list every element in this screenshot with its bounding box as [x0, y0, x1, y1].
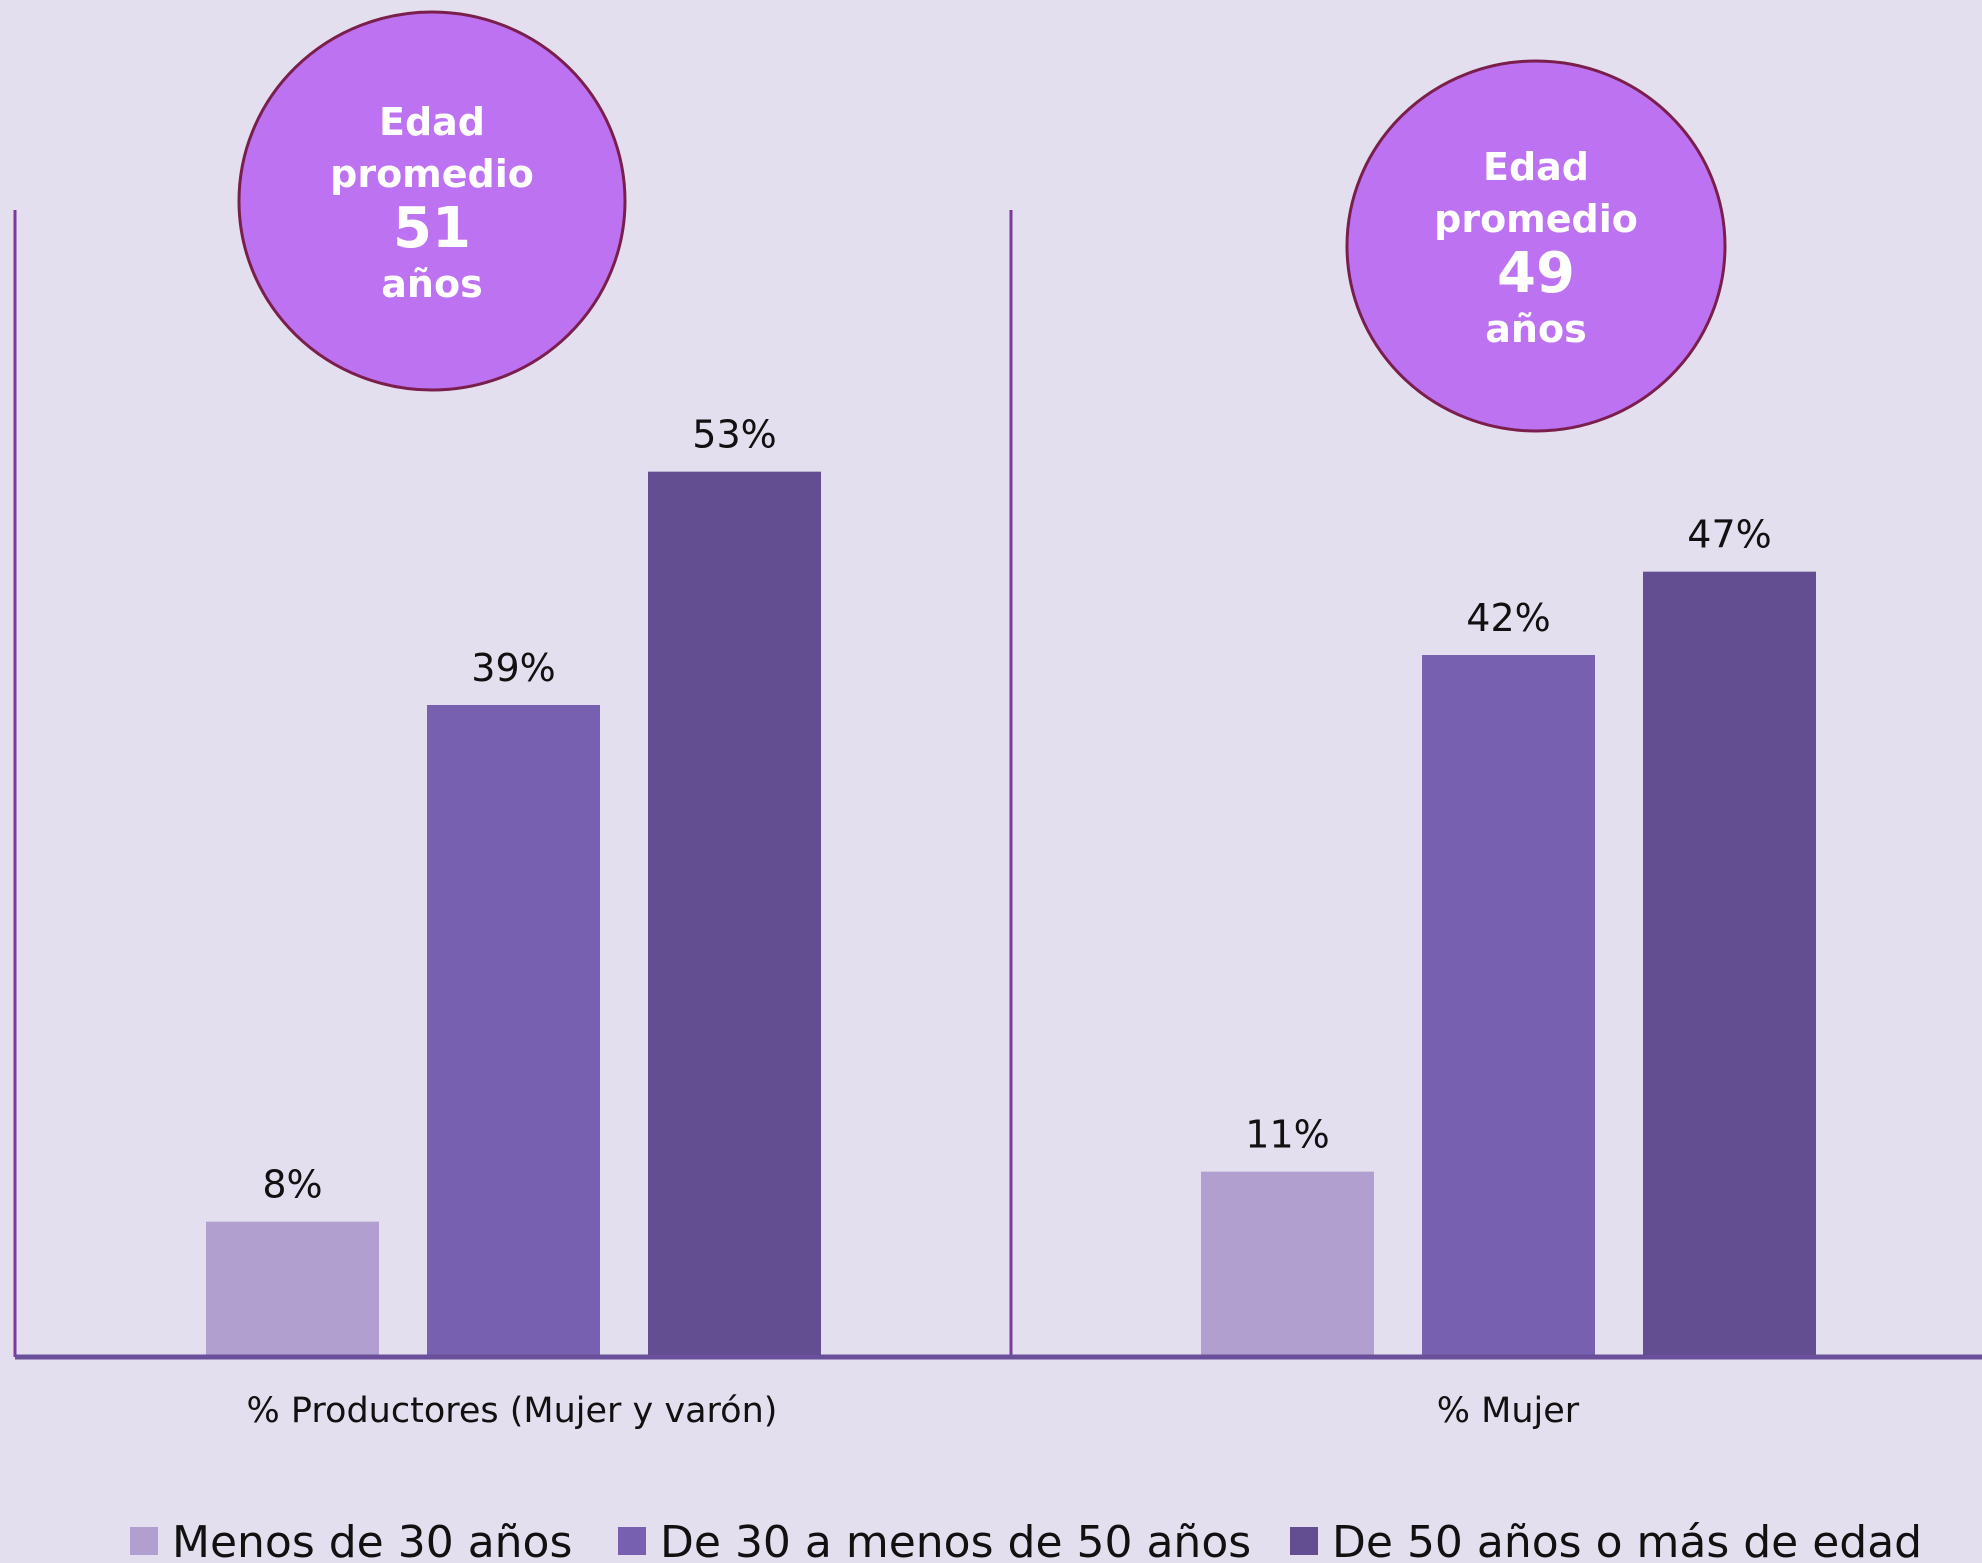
bar-1-2 — [427, 705, 600, 1355]
data-label-1-2: 39% — [471, 646, 555, 690]
bars-layer — [206, 471, 1816, 1356]
bar-1-1 — [206, 1221, 379, 1355]
data-label-2-2: 42% — [1466, 596, 1550, 640]
bubble-unit-1: años — [381, 262, 482, 306]
data-label-1-1: 8% — [262, 1163, 322, 1207]
average-age-bubble-2 — [1345, 59, 1727, 433]
bubble-value-2: 49 — [1497, 241, 1575, 306]
legend-label-2: De 30 a menos de 50 años — [660, 1517, 1251, 1563]
category-labels-layer: % Productores (Mujer y varón) % Mujer — [247, 1391, 1580, 1431]
legend-swatch-2 — [618, 1527, 646, 1555]
category-label-2: % Mujer — [1437, 1391, 1580, 1431]
bar-2-2 — [1422, 655, 1595, 1355]
data-labels-layer: 8% 39% 53% 11% 42% 47% — [262, 413, 1771, 1207]
bubble-label-line1-2: Edad — [1483, 145, 1589, 189]
average-age-bubble-1 — [237, 10, 627, 392]
bubble-label-line2-2: promedio — [1434, 197, 1638, 241]
bubble-value-1: 51 — [393, 196, 471, 261]
legend-swatch-1 — [130, 1527, 158, 1555]
data-label-1-3: 53% — [692, 413, 776, 457]
bubble-unit-2: años — [1485, 307, 1586, 351]
legend-label-3: De 50 años o más de edad — [1332, 1517, 1922, 1563]
bar-1-3 — [648, 471, 821, 1356]
bar-2-3 — [1643, 571, 1816, 1355]
bubble-label-line2-1: promedio — [330, 152, 534, 196]
legend: Menos de 30 años De 30 a menos de 50 años… — [130, 1517, 1922, 1563]
data-label-2-1: 11% — [1245, 1113, 1329, 1157]
legend-label-1: Menos de 30 años — [172, 1517, 572, 1563]
bubble-label-line1-1: Edad — [379, 100, 485, 144]
bar-2-1 — [1201, 1171, 1374, 1355]
data-label-2-3: 47% — [1687, 513, 1771, 557]
category-label-1: % Productores (Mujer y varón) — [247, 1391, 778, 1431]
legend-swatch-3 — [1290, 1527, 1318, 1555]
